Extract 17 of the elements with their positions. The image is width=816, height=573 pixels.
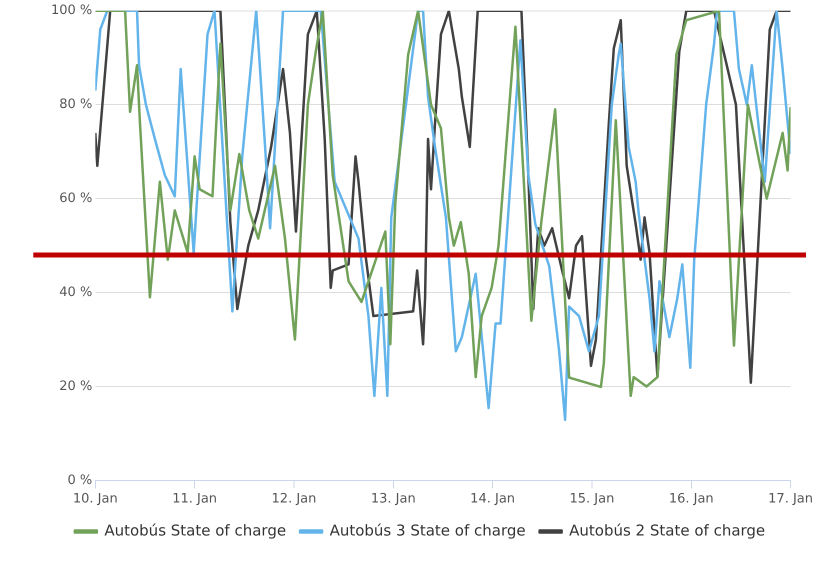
x-tick-label: 16. Jan (668, 492, 714, 507)
y-tick-label: 100 % (50, 3, 92, 18)
y-tick-label: 40 % (59, 284, 92, 300)
x-tick-label: 15. Jan (569, 492, 614, 507)
y-tick-label: 20 % (59, 378, 92, 394)
x-tick-label: 14. Jan (470, 492, 516, 507)
y-tick-label: 60 % (59, 191, 92, 206)
x-tick-label: 12. Jan (272, 492, 316, 507)
x-tick-label: 11. Jan (172, 492, 218, 507)
y-tick-label: 0 % (68, 472, 92, 488)
legend-label: Autobús 3 State of charge (330, 521, 526, 540)
legend-label: Autobús 2 State of charge (569, 521, 766, 540)
legend-label: Autobús State of charge (104, 521, 286, 540)
x-tick-label: 17. Jan (768, 492, 814, 507)
x-tick-label: 10. Jan (72, 492, 118, 507)
x-tick-label: 13. Jan (370, 492, 416, 507)
y-tick-label: 80 % (59, 97, 92, 112)
